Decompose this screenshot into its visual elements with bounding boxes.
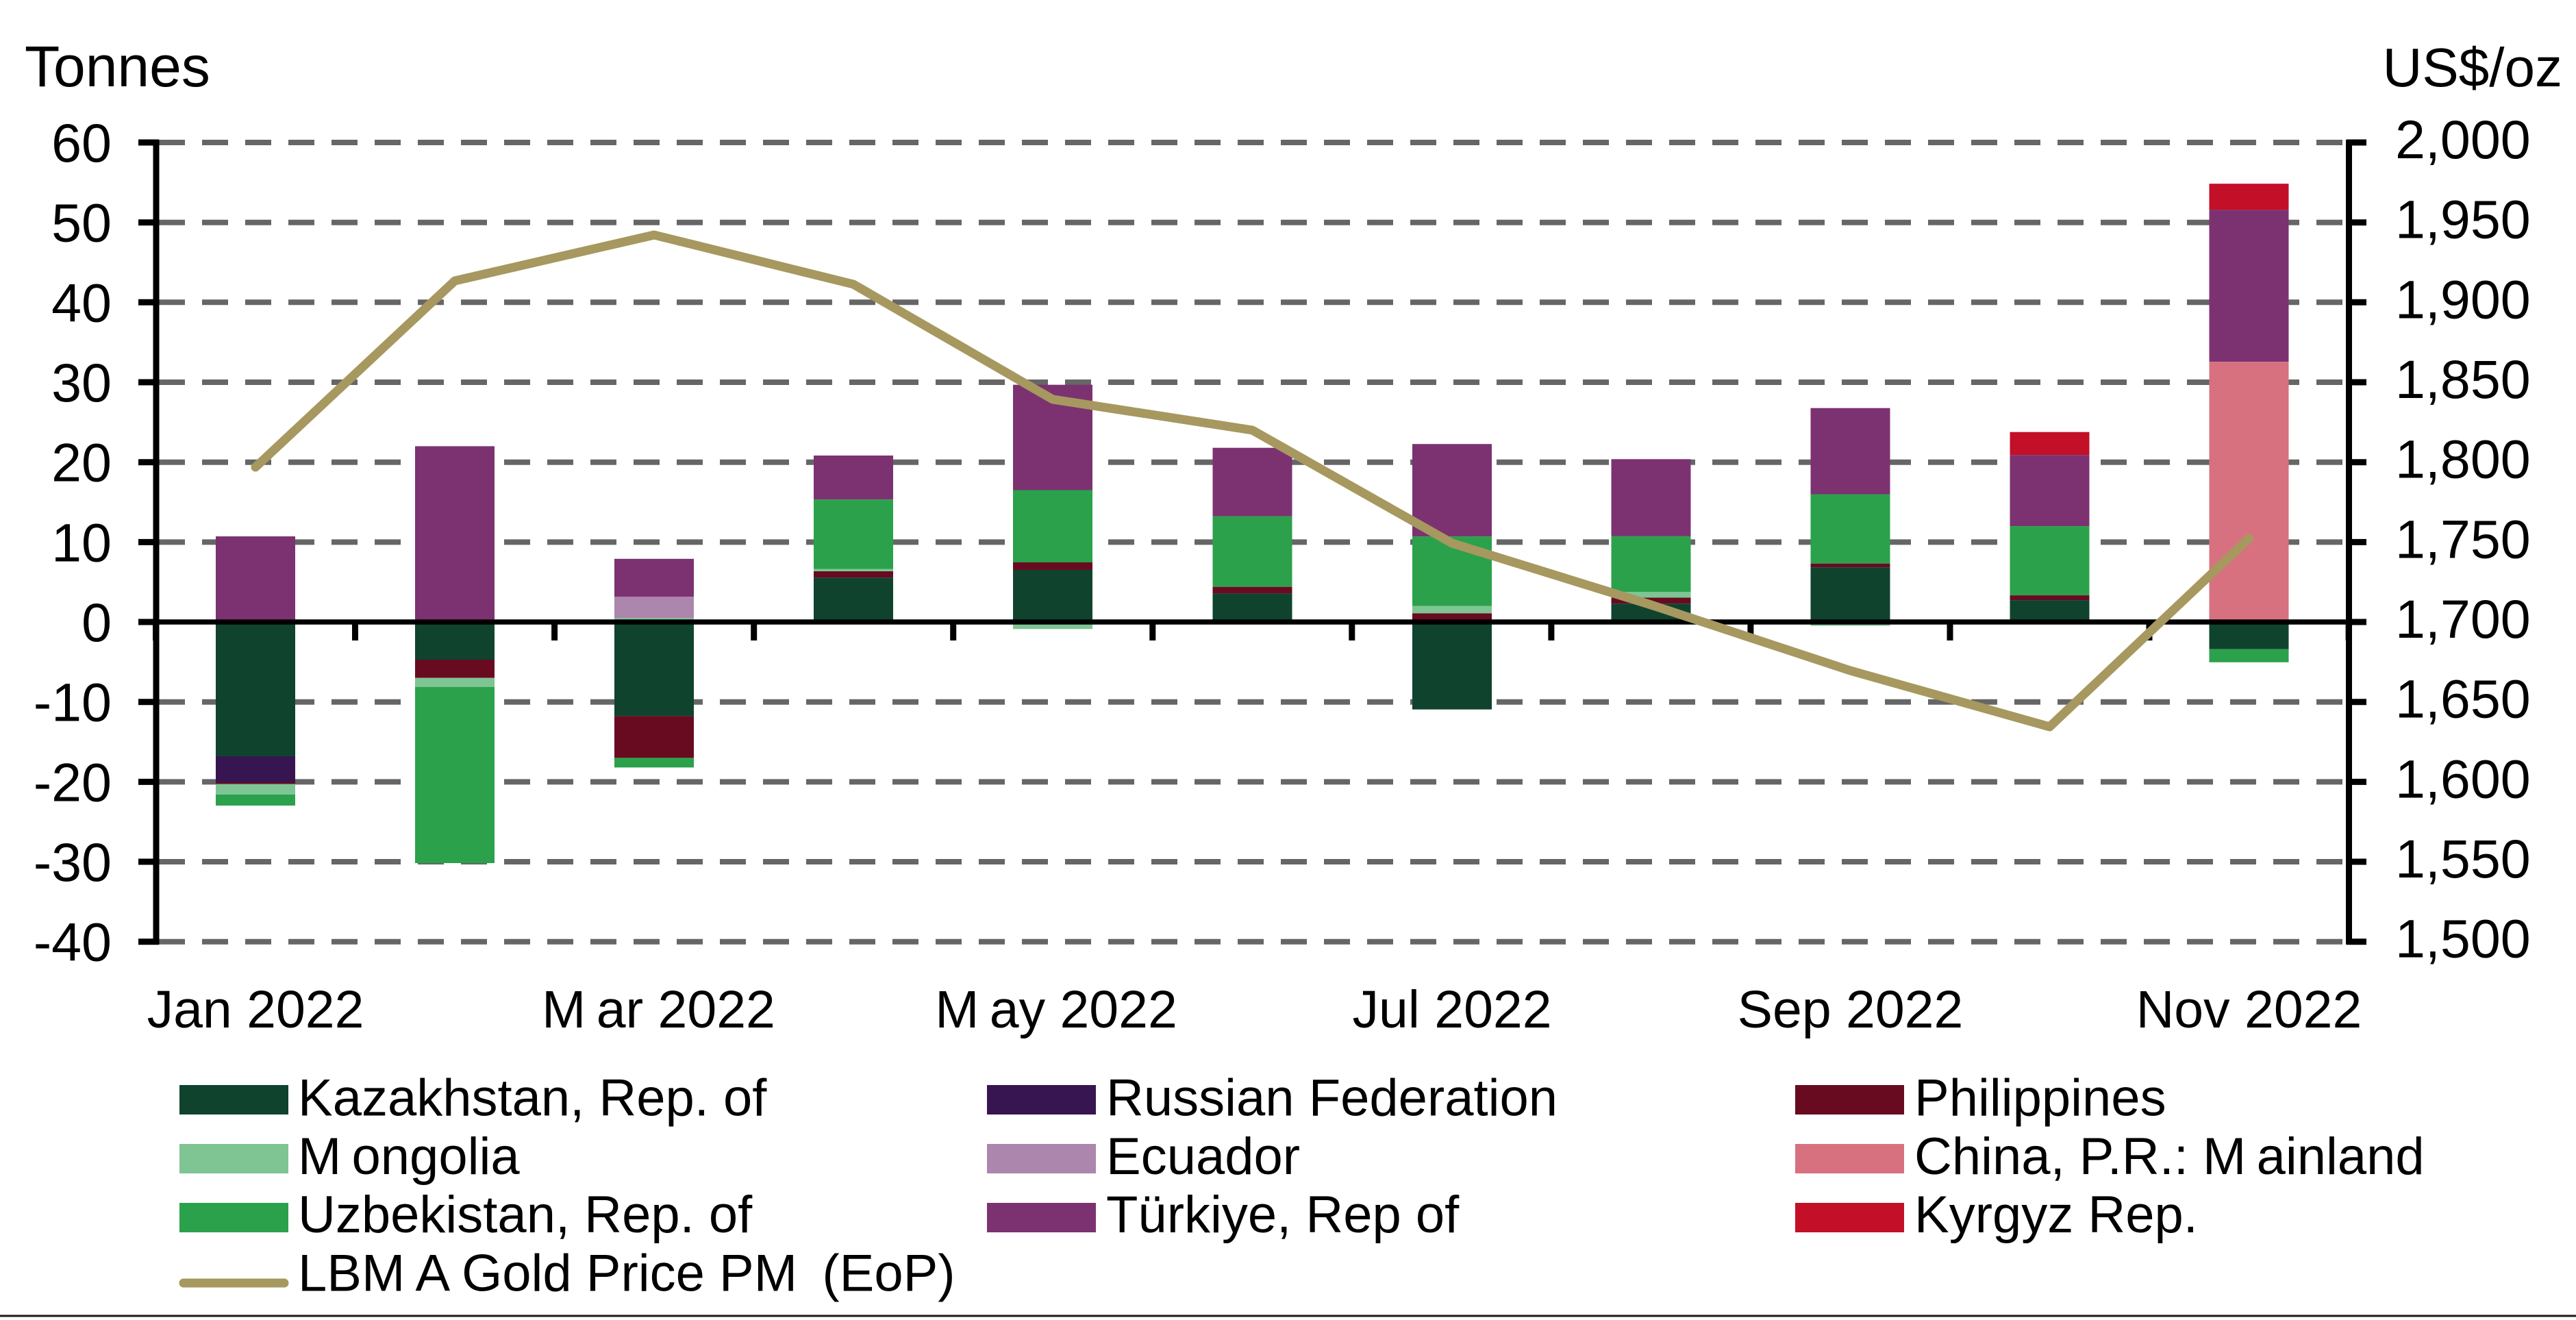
svg-text:M ay 2022: M ay 2022	[935, 980, 1177, 1039]
svg-text:30: 30	[51, 352, 112, 413]
svg-text:Jul 2022: Jul 2022	[1352, 980, 1551, 1039]
svg-text:China, P.R.: M ainland: China, P.R.: M ainland	[1914, 1128, 2425, 1186]
svg-text:1,800: 1,800	[2395, 429, 2531, 490]
svg-text:2,000: 2,000	[2395, 109, 2531, 170]
svg-text:1,600: 1,600	[2395, 748, 2531, 809]
svg-text:-40: -40	[34, 912, 112, 973]
svg-text:Sep 2022: Sep 2022	[1738, 980, 1964, 1039]
svg-text:Jan 2022: Jan 2022	[147, 980, 364, 1039]
svg-text:Türkiye, Rep of: Türkiye, Rep of	[1106, 1186, 1460, 1244]
svg-text:US$/oz: US$/oz	[2383, 37, 2562, 98]
svg-text:-10: -10	[34, 672, 112, 733]
svg-text:0: 0	[82, 592, 112, 653]
svg-text:1,550: 1,550	[2395, 828, 2531, 889]
svg-text:20: 20	[51, 432, 112, 493]
svg-text:-30: -30	[34, 832, 112, 893]
svg-text:M ongolia: M ongolia	[298, 1128, 520, 1186]
svg-text:1,650: 1,650	[2395, 669, 2531, 730]
svg-text:LBM A Gold Price PM (EoP): LBM A Gold Price PM (EoP)	[298, 1244, 955, 1302]
svg-text:Uzbekistan, Rep. of: Uzbekistan, Rep. of	[298, 1186, 753, 1244]
svg-text:1,750: 1,750	[2395, 508, 2531, 569]
svg-text:Russian Federation: Russian Federation	[1106, 1069, 1558, 1128]
svg-text:1,900: 1,900	[2395, 269, 2531, 329]
svg-text:60: 60	[51, 112, 112, 173]
svg-text:1,700: 1,700	[2395, 588, 2531, 649]
svg-text:40: 40	[51, 272, 112, 333]
svg-text:M ar 2022: M ar 2022	[542, 980, 775, 1039]
svg-text:Kazakhstan, Rep. of: Kazakhstan, Rep. of	[298, 1069, 767, 1128]
svg-text:50: 50	[51, 192, 112, 253]
svg-text:-20: -20	[34, 751, 112, 812]
svg-text:Philippines: Philippines	[1914, 1069, 2166, 1128]
svg-text:Nov 2022: Nov 2022	[2136, 980, 2362, 1039]
svg-text:Kyrgyz Rep.: Kyrgyz Rep.	[1914, 1186, 2198, 1244]
svg-text:Ecuador: Ecuador	[1106, 1128, 1300, 1186]
svg-text:1,850: 1,850	[2395, 349, 2531, 410]
svg-text:Tonnes: Tonnes	[25, 34, 210, 99]
svg-text:1,500: 1,500	[2395, 908, 2531, 969]
svg-text:1,950: 1,950	[2395, 189, 2531, 250]
svg-text:10: 10	[51, 512, 112, 573]
